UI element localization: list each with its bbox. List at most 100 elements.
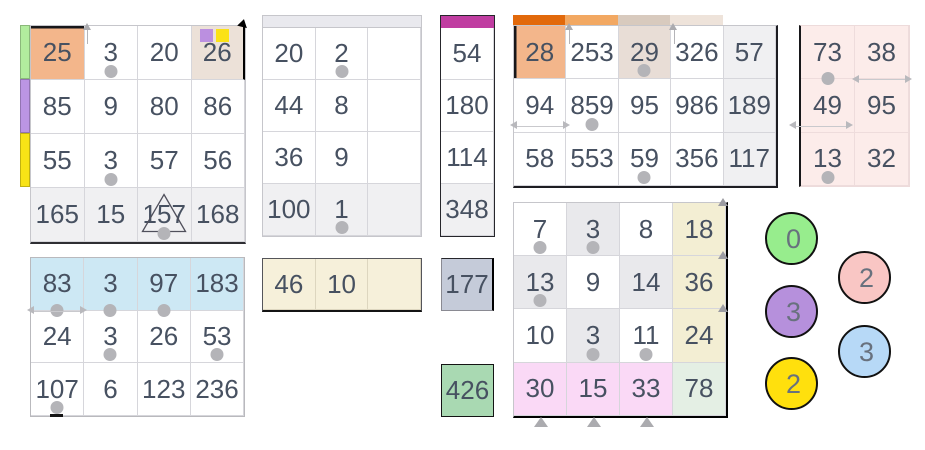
grid-cell[interactable]: 253 xyxy=(566,26,619,80)
grid-cell[interactable]: 6 xyxy=(84,363,138,417)
grid-cell[interactable]: 986 xyxy=(671,79,724,133)
grid-cell[interactable]: 29 xyxy=(618,23,678,80)
sum-cell[interactable]: 36 xyxy=(673,251,728,310)
number-token-green[interactable]: 0 xyxy=(765,212,818,265)
grid-cell[interactable]: 86 xyxy=(191,80,245,134)
grid-cell[interactable]: 49 xyxy=(789,79,855,133)
grid-cell[interactable]: 59 xyxy=(618,132,672,186)
sum-cell[interactable]: 100 xyxy=(263,184,316,236)
sum-cell[interactable]: 117 xyxy=(723,132,776,186)
grid-cell[interactable]: 8 xyxy=(315,80,369,132)
grid-cell[interactable]: 20 xyxy=(138,26,192,80)
grid-cell[interactable]: 28 xyxy=(514,23,573,80)
up-arrow-icon xyxy=(564,23,573,44)
grid-cell[interactable]: 3 xyxy=(84,258,138,317)
grid-cell[interactable]: 85 xyxy=(31,80,85,134)
sum-cell[interactable]: 1 xyxy=(315,184,369,236)
grid-cell[interactable]: 2 xyxy=(315,28,369,80)
sum-column-header-bar xyxy=(441,16,494,28)
sum-cell[interactable]: 165 xyxy=(31,188,85,242)
grid-cell[interactable]: 57 xyxy=(138,134,192,188)
grid-cell[interactable]: 36 xyxy=(263,132,316,184)
grid-cell[interactable]: 9 xyxy=(567,256,620,310)
grid-cell[interactable]: 183 xyxy=(190,258,245,311)
sum-cell[interactable]: 15 xyxy=(567,362,620,416)
grid-cell[interactable]: 32 xyxy=(855,132,909,186)
sum-cell[interactable]: 18 xyxy=(673,198,728,257)
sum-cell[interactable]: 15 xyxy=(84,188,138,242)
number-token-purple[interactable]: 3 xyxy=(765,285,818,338)
sum-cell[interactable]: 57 xyxy=(723,26,776,80)
grid-cell[interactable]: 11 xyxy=(620,309,673,363)
number-token-blue[interactable]: 3 xyxy=(838,325,891,378)
grid-cell[interactable]: 54 xyxy=(441,28,494,80)
sum-cell[interactable]: 33 xyxy=(620,362,673,416)
grid-cell[interactable]: 56 xyxy=(191,134,245,188)
sum-cell[interactable]: 157 xyxy=(138,188,192,242)
sum-square-gray[interactable]: 177 xyxy=(441,258,494,311)
grid-cell[interactable]: 114 xyxy=(441,132,494,184)
grid-cell[interactable]: 326 xyxy=(671,26,724,80)
grid-cell[interactable]: 58 xyxy=(514,132,567,186)
row-color-tab-yellow[interactable] xyxy=(20,133,30,187)
grid-cell[interactable]: 20 xyxy=(263,28,316,80)
sum-square-green[interactable]: 426 xyxy=(441,364,494,417)
grid-cell[interactable]: 10 xyxy=(514,309,567,363)
token-value: 0 xyxy=(785,224,802,254)
token-value: 2 xyxy=(785,369,802,399)
grid-cell[interactable]: 53 xyxy=(190,310,245,364)
grid-cell[interactable]: 25 xyxy=(31,23,91,80)
grid-3-column-headers xyxy=(513,15,778,25)
grid-cell[interactable]: 3 xyxy=(84,310,138,364)
grid-cell[interactable]: 26 xyxy=(137,310,191,364)
sum-cell[interactable]: 168 xyxy=(191,188,245,242)
grid-cell[interactable]: 180 xyxy=(441,80,494,132)
grid-cell[interactable]: 107 xyxy=(31,363,85,417)
sum-cell[interactable]: 348 xyxy=(441,184,494,236)
grid-cell[interactable] xyxy=(368,28,422,80)
row-color-tab-purple[interactable] xyxy=(20,79,30,133)
grid-cell[interactable]: 123 xyxy=(137,363,191,417)
number-token-pink[interactable]: 2 xyxy=(838,251,891,304)
grid-cell[interactable]: 14 xyxy=(620,256,673,310)
grid-cell[interactable]: 3 xyxy=(567,203,620,257)
grid-cell[interactable]: 44 xyxy=(263,80,316,132)
grid-cell[interactable]: 83 xyxy=(27,258,88,317)
grid-cell[interactable]: 24 xyxy=(31,310,85,364)
grid-cell[interactable]: 9 xyxy=(315,132,369,184)
sum-cell[interactable]: 189 xyxy=(723,79,776,133)
grid-cell[interactable]: 95 xyxy=(855,79,909,133)
grid-cell[interactable]: 3 xyxy=(84,26,138,80)
grid-cell[interactable]: 26 xyxy=(191,17,249,80)
grid-cell[interactable]: 9 xyxy=(84,80,138,134)
sum-cell[interactable]: 78 xyxy=(673,362,726,416)
grid-cell[interactable]: 356 xyxy=(671,132,724,186)
grid-cell[interactable]: 73 xyxy=(801,26,855,86)
grid-cell[interactable]: 236 xyxy=(190,363,245,417)
grid-cell[interactable]: 8 xyxy=(620,203,673,257)
row-color-tab-green[interactable] xyxy=(20,25,30,79)
grid-cell[interactable] xyxy=(368,80,422,132)
grid-cell[interactable]: 13 xyxy=(514,256,567,310)
grid-cell[interactable]: 97 xyxy=(137,258,191,317)
grid-cell[interactable]: 46 xyxy=(263,259,316,310)
grid-cell[interactable]: 13 xyxy=(801,132,855,186)
grid-cell[interactable]: 94 xyxy=(509,79,570,133)
grid-cell[interactable]: 3 xyxy=(567,309,620,363)
grid-cell[interactable]: 859 xyxy=(566,79,619,133)
grid-cell[interactable]: 10 xyxy=(315,259,369,310)
sum-cell[interactable]: 24 xyxy=(673,304,728,363)
cell-value: 553 xyxy=(570,143,614,174)
sum-cell[interactable] xyxy=(368,184,422,236)
sum-cell[interactable]: 30 xyxy=(514,362,567,416)
grid-cell[interactable]: 7 xyxy=(514,203,567,257)
grid-cell[interactable]: 55 xyxy=(31,134,85,188)
grid-cell[interactable] xyxy=(368,132,422,184)
grid-cell[interactable]: 553 xyxy=(566,132,619,186)
grid-cell[interactable]: 38 xyxy=(851,26,912,83)
grid-cell[interactable] xyxy=(368,259,422,310)
grid-cell[interactable]: 80 xyxy=(138,80,192,134)
grid-cell[interactable]: 3 xyxy=(84,134,138,188)
grid-cell[interactable]: 95 xyxy=(618,79,672,133)
number-token-yellow[interactable]: 2 xyxy=(765,357,818,410)
